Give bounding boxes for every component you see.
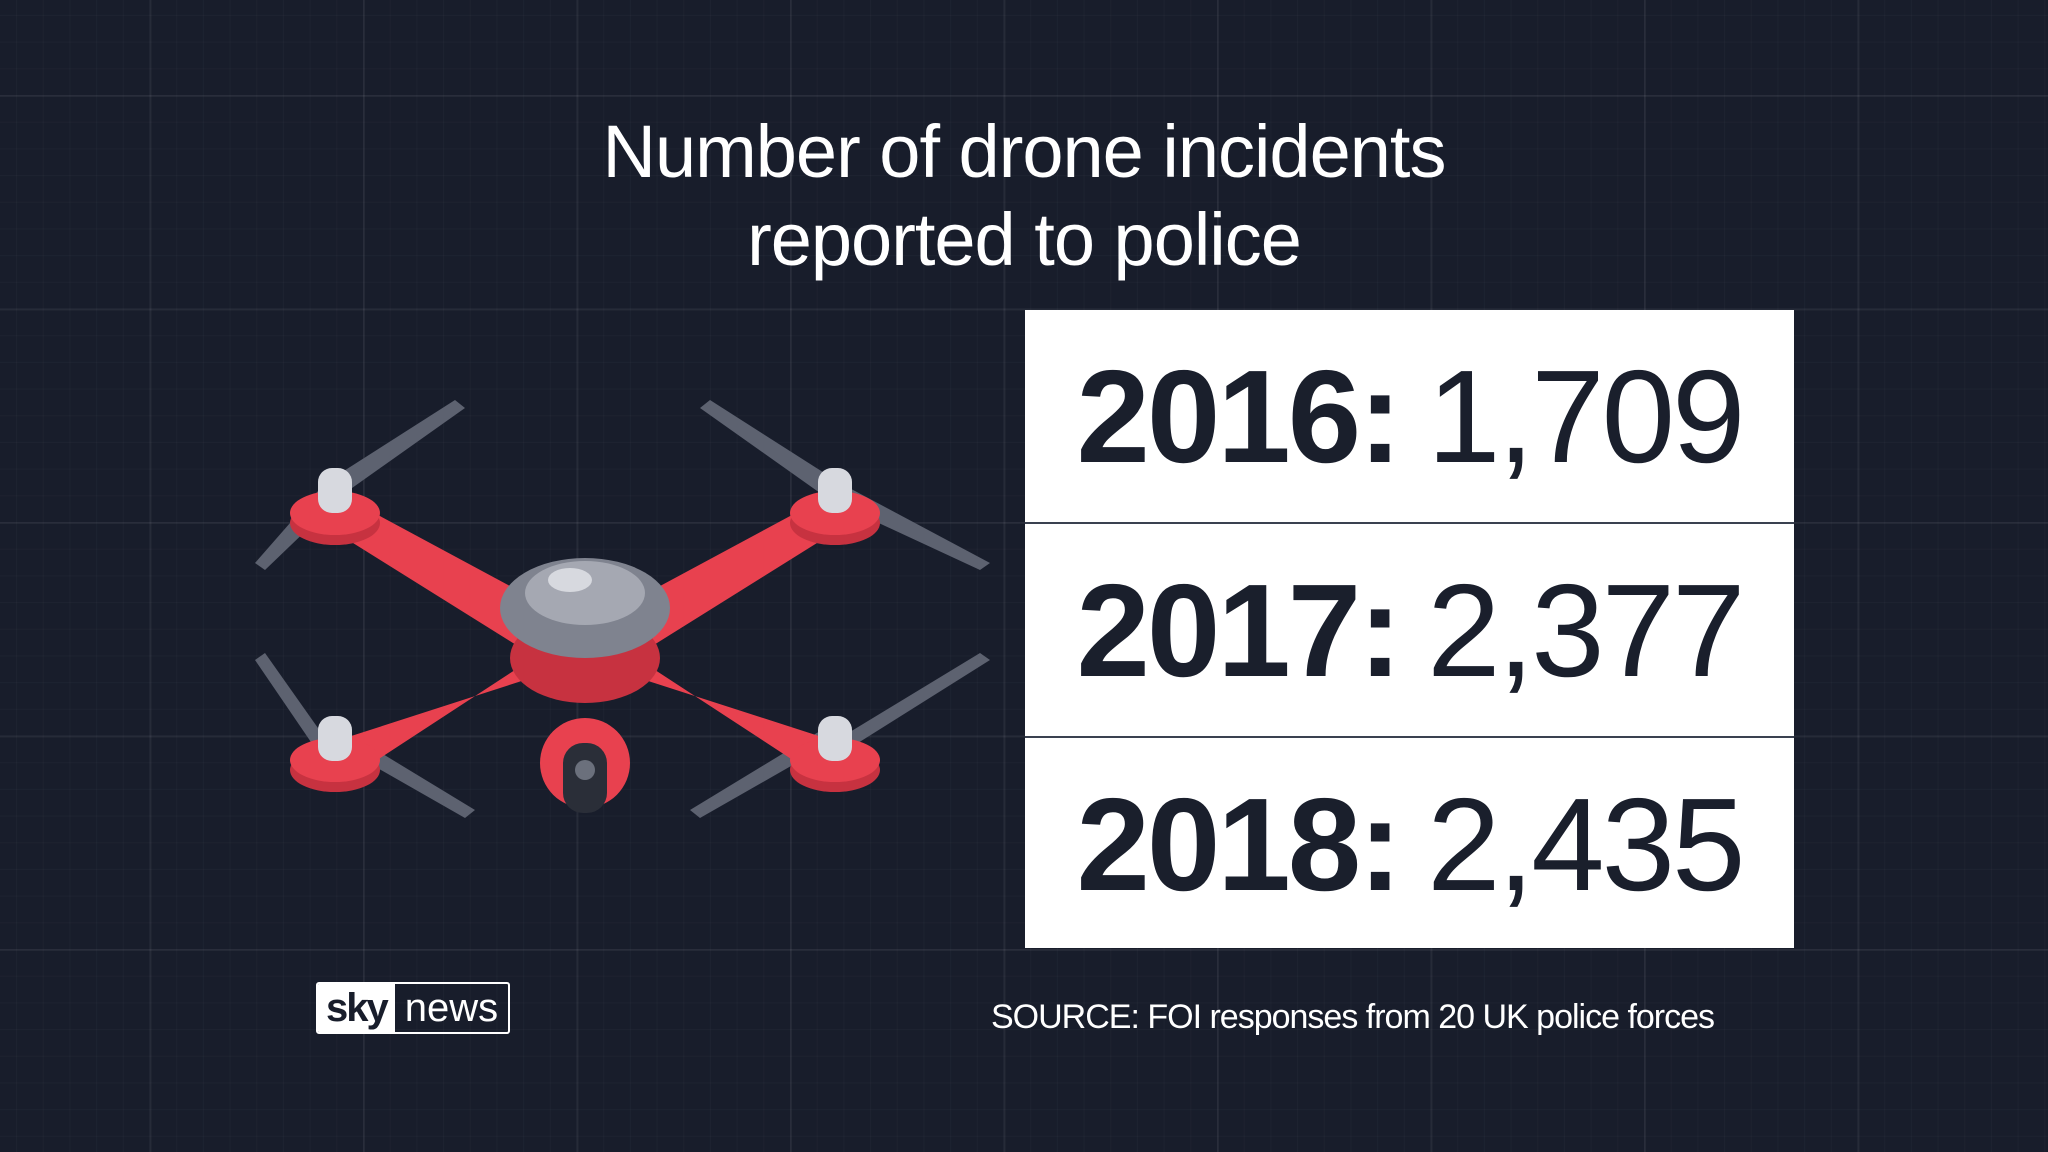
- drone-icon: [255, 400, 990, 818]
- source-note: SOURCE: FOI responses from 20 UK police …: [991, 998, 1715, 1036]
- sky-news-logo: sky news: [316, 982, 511, 1034]
- title-line-2: reported to police: [747, 198, 1302, 281]
- logo-news: news: [404, 986, 499, 1030]
- incident-count: 2,435: [1427, 770, 1745, 918]
- incident-count: 2,377: [1427, 556, 1745, 704]
- page-title: Number of drone incidents reported to po…: [0, 108, 2048, 284]
- table-row-2016: 2016: 1,709: [1025, 310, 1794, 524]
- year-label: 2016:: [1076, 342, 1403, 490]
- logo-sky: sky: [318, 984, 395, 1032]
- incidents-table: 2016: 1,709 2017: 2,377 2018: 2,435: [1025, 310, 1794, 948]
- year-label: 2018:: [1076, 770, 1403, 918]
- title-line-1: Number of drone incidents: [602, 110, 1447, 193]
- incident-count: 1,709: [1427, 342, 1745, 490]
- table-row-2018: 2018: 2,435: [1025, 738, 1794, 950]
- table-row-2017: 2017: 2,377: [1025, 524, 1794, 738]
- year-label: 2017:: [1076, 556, 1403, 704]
